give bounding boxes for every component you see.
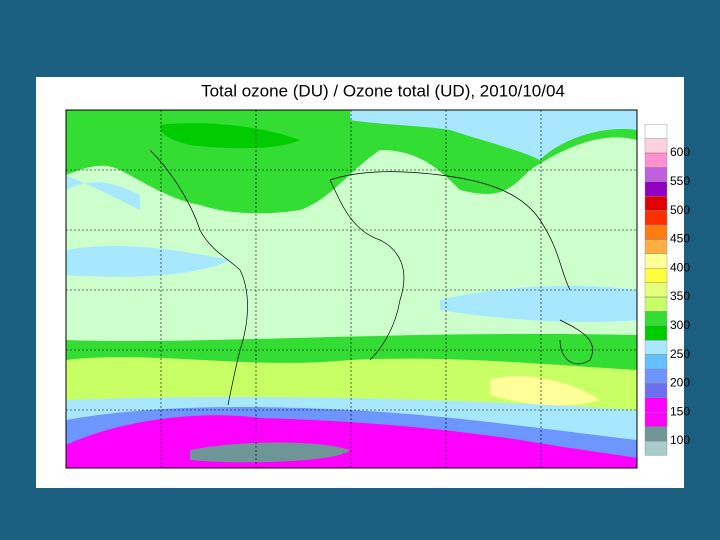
colorbar-swatch xyxy=(644,311,668,326)
colorbar-swatch xyxy=(644,123,668,139)
colorbar-swatch xyxy=(644,282,668,298)
colorbar-label: 300 xyxy=(670,318,690,332)
colorbar-label: 400 xyxy=(670,260,690,274)
colorbar-swatch xyxy=(644,181,668,197)
north-core xyxy=(160,123,300,149)
colorbar-swatch xyxy=(644,138,668,154)
colorbar-label: 100 xyxy=(670,433,690,447)
colorbar-swatch xyxy=(644,325,668,341)
colorbar-swatch xyxy=(644,253,668,269)
colorbar-label: 450 xyxy=(670,232,690,246)
colorbar-swatch xyxy=(644,412,668,427)
south-peak xyxy=(490,376,600,406)
colorbar-label: 350 xyxy=(670,289,690,303)
colorbar-label: 200 xyxy=(670,376,690,390)
colorbar-swatch xyxy=(644,383,668,398)
hole-core xyxy=(190,442,350,463)
coastlines xyxy=(149,149,593,406)
colorbar-label: 600 xyxy=(670,145,690,159)
colorbar-label: 250 xyxy=(670,347,690,361)
colorbar-swatch xyxy=(644,167,668,182)
colorbar-swatch xyxy=(644,397,668,413)
tropic-low-b xyxy=(440,285,637,322)
colorbar-swatch xyxy=(644,239,668,254)
colorbar-swatch xyxy=(644,426,668,442)
colorbar-swatch xyxy=(644,224,668,240)
colorbar-label: 150 xyxy=(670,404,690,418)
colorbar-swatch xyxy=(644,152,668,168)
north-low xyxy=(66,175,140,210)
map-frame xyxy=(65,109,638,469)
graticule xyxy=(66,110,637,468)
colorbar-swatch xyxy=(644,340,668,355)
colorbar-swatch xyxy=(644,440,668,456)
arctic-low xyxy=(350,110,637,160)
ozone-map xyxy=(65,109,638,469)
colorbar-swatch xyxy=(644,210,668,226)
colorbar-label: 550 xyxy=(670,174,690,188)
tropic-low-a xyxy=(66,245,230,277)
colorbar-swatch xyxy=(644,368,668,384)
colorbar-label: 500 xyxy=(670,203,690,217)
colorbar: 100 150 200 250 300 350 400 450 500 550 600 xyxy=(644,123,690,456)
colorbar-swatch xyxy=(644,195,668,211)
colorbar-swatch xyxy=(644,296,668,312)
colorbar-swatch xyxy=(644,354,668,370)
map-title: Total ozone (DU) / Ozone total (UD), 201… xyxy=(201,81,565,100)
colorbar-swatch xyxy=(644,268,668,283)
